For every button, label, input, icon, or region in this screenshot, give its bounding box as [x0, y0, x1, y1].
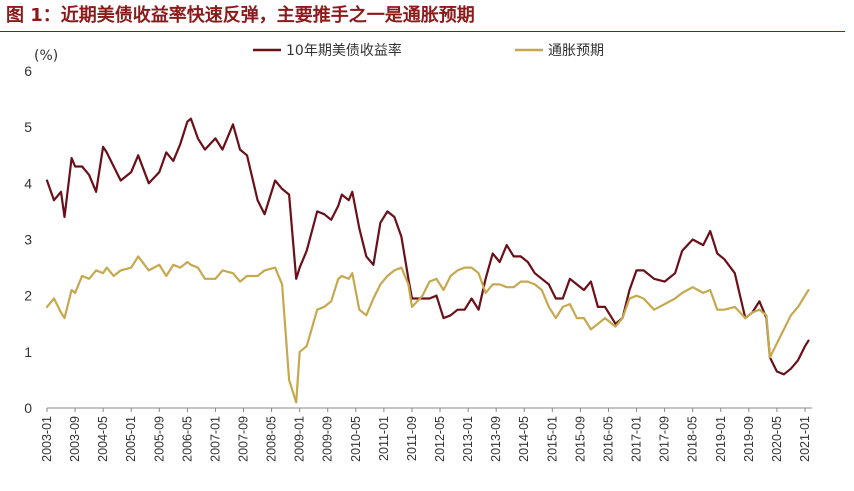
x-tick-label: 2004-05: [96, 416, 110, 462]
x-tick-label: 2013-01: [461, 416, 475, 462]
legend-label: 通胀预期: [548, 43, 604, 59]
x-tick-label: 2017-01: [630, 416, 644, 462]
x-tick-label: 2015-09: [573, 416, 587, 462]
y-tick-label: 0: [24, 400, 32, 416]
x-tick-label: 2015-01: [545, 416, 559, 462]
x-tick-label: 2007-09: [237, 416, 251, 462]
x-tick-label: 2003-09: [68, 416, 82, 462]
x-tick-label: 2013-09: [489, 416, 503, 462]
x-tick-label: 2005-09: [152, 416, 166, 462]
chart-title: 图 1：近期美债收益率快速反弹，主要推手之一是通胀预期: [6, 5, 475, 26]
x-tick-label: 2005-01: [124, 416, 138, 462]
x-tick-label: 2016-05: [601, 416, 615, 462]
x-tick-label: 2017-09: [658, 416, 672, 462]
x-tick-label: 2014-05: [517, 416, 531, 462]
x-tick-label: 2011-01: [377, 416, 391, 461]
x-tick-label: 2018-05: [686, 416, 700, 462]
series-line-10y-yield: [45, 117, 810, 376]
series-lines: [45, 117, 810, 404]
x-tick-label: 2007-01: [208, 416, 222, 462]
x-tick-label: 2009-01: [293, 416, 307, 462]
x-tick-label: 2008-05: [265, 416, 279, 462]
x-tick-label: 2012-05: [433, 416, 447, 462]
x-tick-label: 2021-01: [798, 416, 812, 462]
legend-label: 10年期美债收益率: [286, 42, 402, 59]
x-tick-label: 2020-05: [770, 416, 784, 462]
legend: 10年期美债收益率 通胀预期: [253, 42, 604, 59]
x-tick-label: 2009-09: [321, 416, 335, 462]
y-tick-label: 3: [24, 232, 32, 248]
axes: (%) 0 1 2 3 4 5 6 2003-01 2003-09 2004-05 2005-01 20…: [24, 48, 812, 462]
x-tick-label: 2019-09: [742, 416, 756, 462]
title-divider: [0, 31, 845, 32]
x-tick-label: 2003-01: [40, 416, 54, 462]
series-line-inflation-expectation: [45, 255, 810, 404]
x-tick-label: 2019-01: [714, 416, 728, 462]
y-axis-unit-label: (%): [34, 48, 58, 64]
x-tick-label: 2010-05: [349, 416, 363, 462]
y-tick-label: 4: [24, 175, 32, 191]
y-tick-label: 6: [24, 63, 32, 79]
y-tick-label: 2: [24, 288, 32, 304]
y-tick-label: 5: [24, 119, 32, 135]
y-tick-label: 1: [24, 344, 32, 360]
x-tick-label: 2006-05: [180, 416, 194, 462]
x-tick-label: 2011-09: [405, 416, 419, 461]
